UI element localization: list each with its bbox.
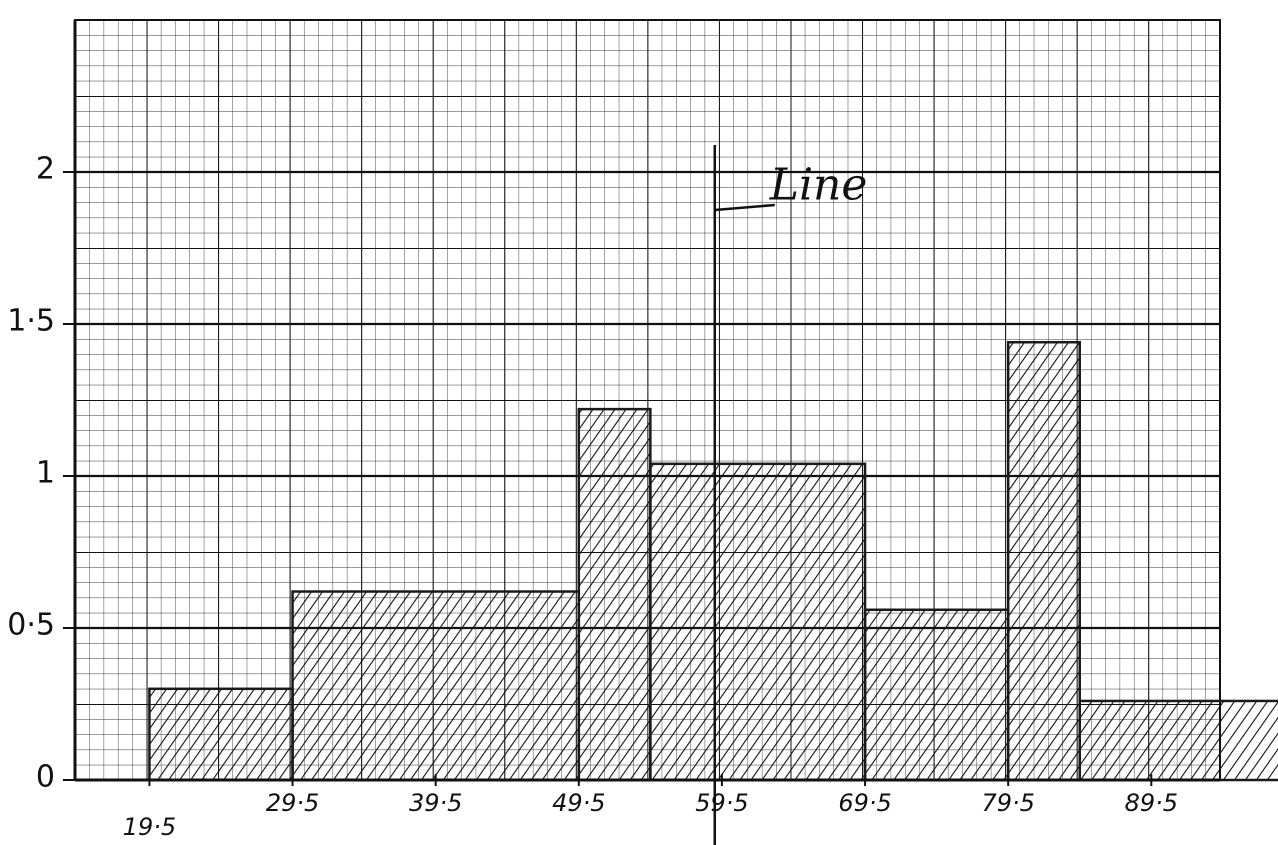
y-tick-label: 0·5 xyxy=(7,608,55,643)
x-tick-label: 39·5 xyxy=(409,789,462,817)
y-tick-label: 0 xyxy=(36,760,55,795)
x-tick-label: 69·5 xyxy=(838,789,891,817)
histogram-bar xyxy=(579,409,651,780)
histogram-bar xyxy=(1080,701,1278,780)
y-tick-label: 1·5 xyxy=(7,304,55,339)
histogram-bar xyxy=(650,464,865,780)
histogram-bar xyxy=(1008,342,1080,780)
annotation-text: Line xyxy=(769,160,868,211)
y-tick-label: 1 xyxy=(36,456,55,491)
x-tick-label: 59·5 xyxy=(695,789,748,817)
x-tick-label: 19·5 xyxy=(123,813,176,841)
chart: 0 0·5 1 1·5 2 19·5 29·5 39·5 49·5 59·5 69·5 79·5 89·… xyxy=(0,0,1278,845)
y-tick-label: 2 xyxy=(36,152,55,187)
x-tick-label: 49·5 xyxy=(552,789,605,817)
x-tick-label: 29·5 xyxy=(266,789,319,817)
histogram-bar xyxy=(293,592,579,780)
histogram-bar xyxy=(149,689,292,780)
x-tick-label: 89·5 xyxy=(1125,789,1178,817)
x-tick-label: 79·5 xyxy=(981,789,1034,817)
histogram-bar xyxy=(865,610,1008,780)
